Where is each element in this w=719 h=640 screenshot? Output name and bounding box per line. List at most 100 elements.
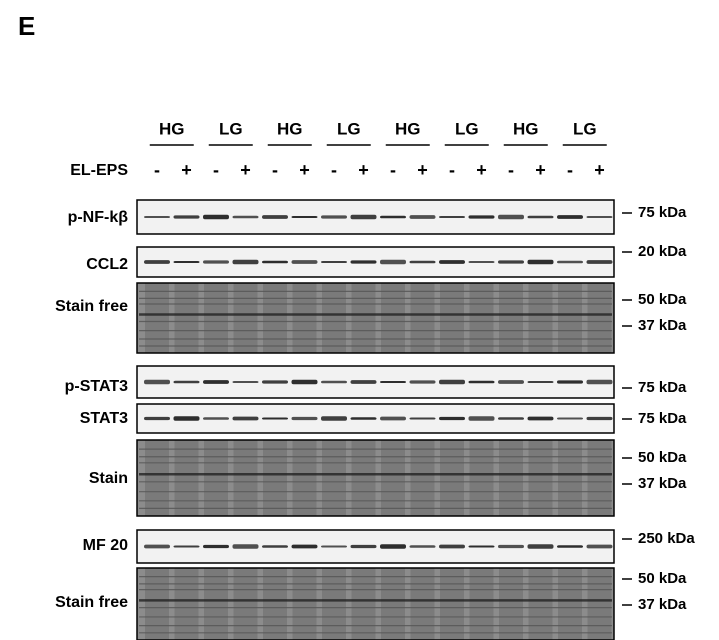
marker-label: 37 kDa [638,475,687,492]
band [351,417,377,420]
band [410,215,436,219]
band [528,381,554,383]
lane [381,568,405,640]
lane [440,440,464,516]
lane [411,568,435,640]
blot-label: MF 20 [83,537,128,554]
band [262,418,288,420]
marker-label: 75 kDa [638,204,687,221]
band [292,260,318,264]
band [469,546,495,548]
lane [499,283,523,353]
lane [352,440,376,516]
band [233,216,259,219]
treatment-sign: - [567,160,573,180]
lane [263,283,287,353]
treatment-sign: + [417,160,428,180]
lane [322,440,346,516]
lane [322,283,346,353]
blot-label: Stain [89,470,128,487]
treatment-sign: + [594,160,605,180]
band [321,215,347,218]
group-label: LG [337,119,361,138]
band [203,417,229,420]
lane [499,568,523,640]
treatment-sign: - [213,160,219,180]
lane [588,440,612,516]
lane [293,440,317,516]
band [587,417,613,420]
band [528,417,554,421]
band [292,380,318,384]
lane [234,283,258,353]
band [557,380,583,383]
treatment-label: EL-EPS [70,162,128,179]
lane [175,283,199,353]
panel-label: E [18,11,35,41]
lane [529,568,553,640]
band [469,381,495,384]
band [203,260,229,263]
lane [529,440,553,516]
band [528,216,554,219]
band [498,215,524,219]
band [498,417,524,420]
group-label: HG [159,119,185,138]
blot-label: STAT3 [80,410,128,427]
treatment-sign: - [331,160,337,180]
blot-label: Stain free [55,594,128,611]
lane [558,440,582,516]
lane [381,283,405,353]
band [380,260,406,264]
treatment-sign: + [535,160,546,180]
band [351,215,377,219]
lane [204,283,228,353]
band [410,545,436,548]
band [469,215,495,218]
band [351,260,377,263]
group-label: LG [573,119,597,138]
band [498,380,524,384]
band [439,260,465,264]
figure: E EL-EPS HGLGHGLGHGLGHGLG-+-+-+-+-+-+-+-… [0,0,719,640]
treatment-sign: + [181,160,192,180]
blot-label: p-STAT3 [65,378,129,395]
band [262,545,288,548]
band [410,261,436,264]
lane [322,568,346,640]
marker-label: 37 kDa [638,317,687,334]
lane [352,283,376,353]
lane [234,568,258,640]
band [203,215,229,219]
band [351,545,377,548]
band [292,545,318,549]
blot-label: Stain free [55,298,128,315]
band [144,545,170,549]
band [144,260,170,264]
band [439,417,465,420]
band [233,381,259,383]
lane [440,283,464,353]
lane [145,440,169,516]
band [439,380,465,384]
lane [529,283,553,353]
lane [175,568,199,640]
band [321,381,347,384]
band [439,545,465,549]
band [292,216,318,218]
band [469,261,495,263]
band [557,545,583,548]
band [262,261,288,264]
marker-label: 250 kDa [638,530,695,547]
band [557,418,583,420]
marker-label: 50 kDa [638,291,687,308]
band [144,380,170,384]
band [321,416,347,420]
band [410,380,436,383]
band [233,260,259,264]
band [174,261,200,263]
group-label: HG [513,119,539,138]
treatment-sign: + [240,160,251,180]
treatment-sign: - [449,160,455,180]
lane [411,440,435,516]
